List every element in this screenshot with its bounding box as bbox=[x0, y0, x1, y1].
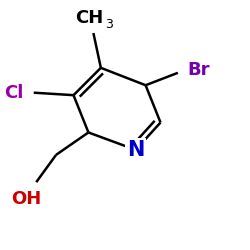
Text: 3: 3 bbox=[104, 18, 112, 30]
Text: N: N bbox=[127, 140, 144, 160]
Text: OH: OH bbox=[11, 190, 42, 208]
Text: CH: CH bbox=[76, 9, 104, 27]
Text: Cl: Cl bbox=[4, 84, 24, 102]
Text: Br: Br bbox=[188, 61, 210, 79]
